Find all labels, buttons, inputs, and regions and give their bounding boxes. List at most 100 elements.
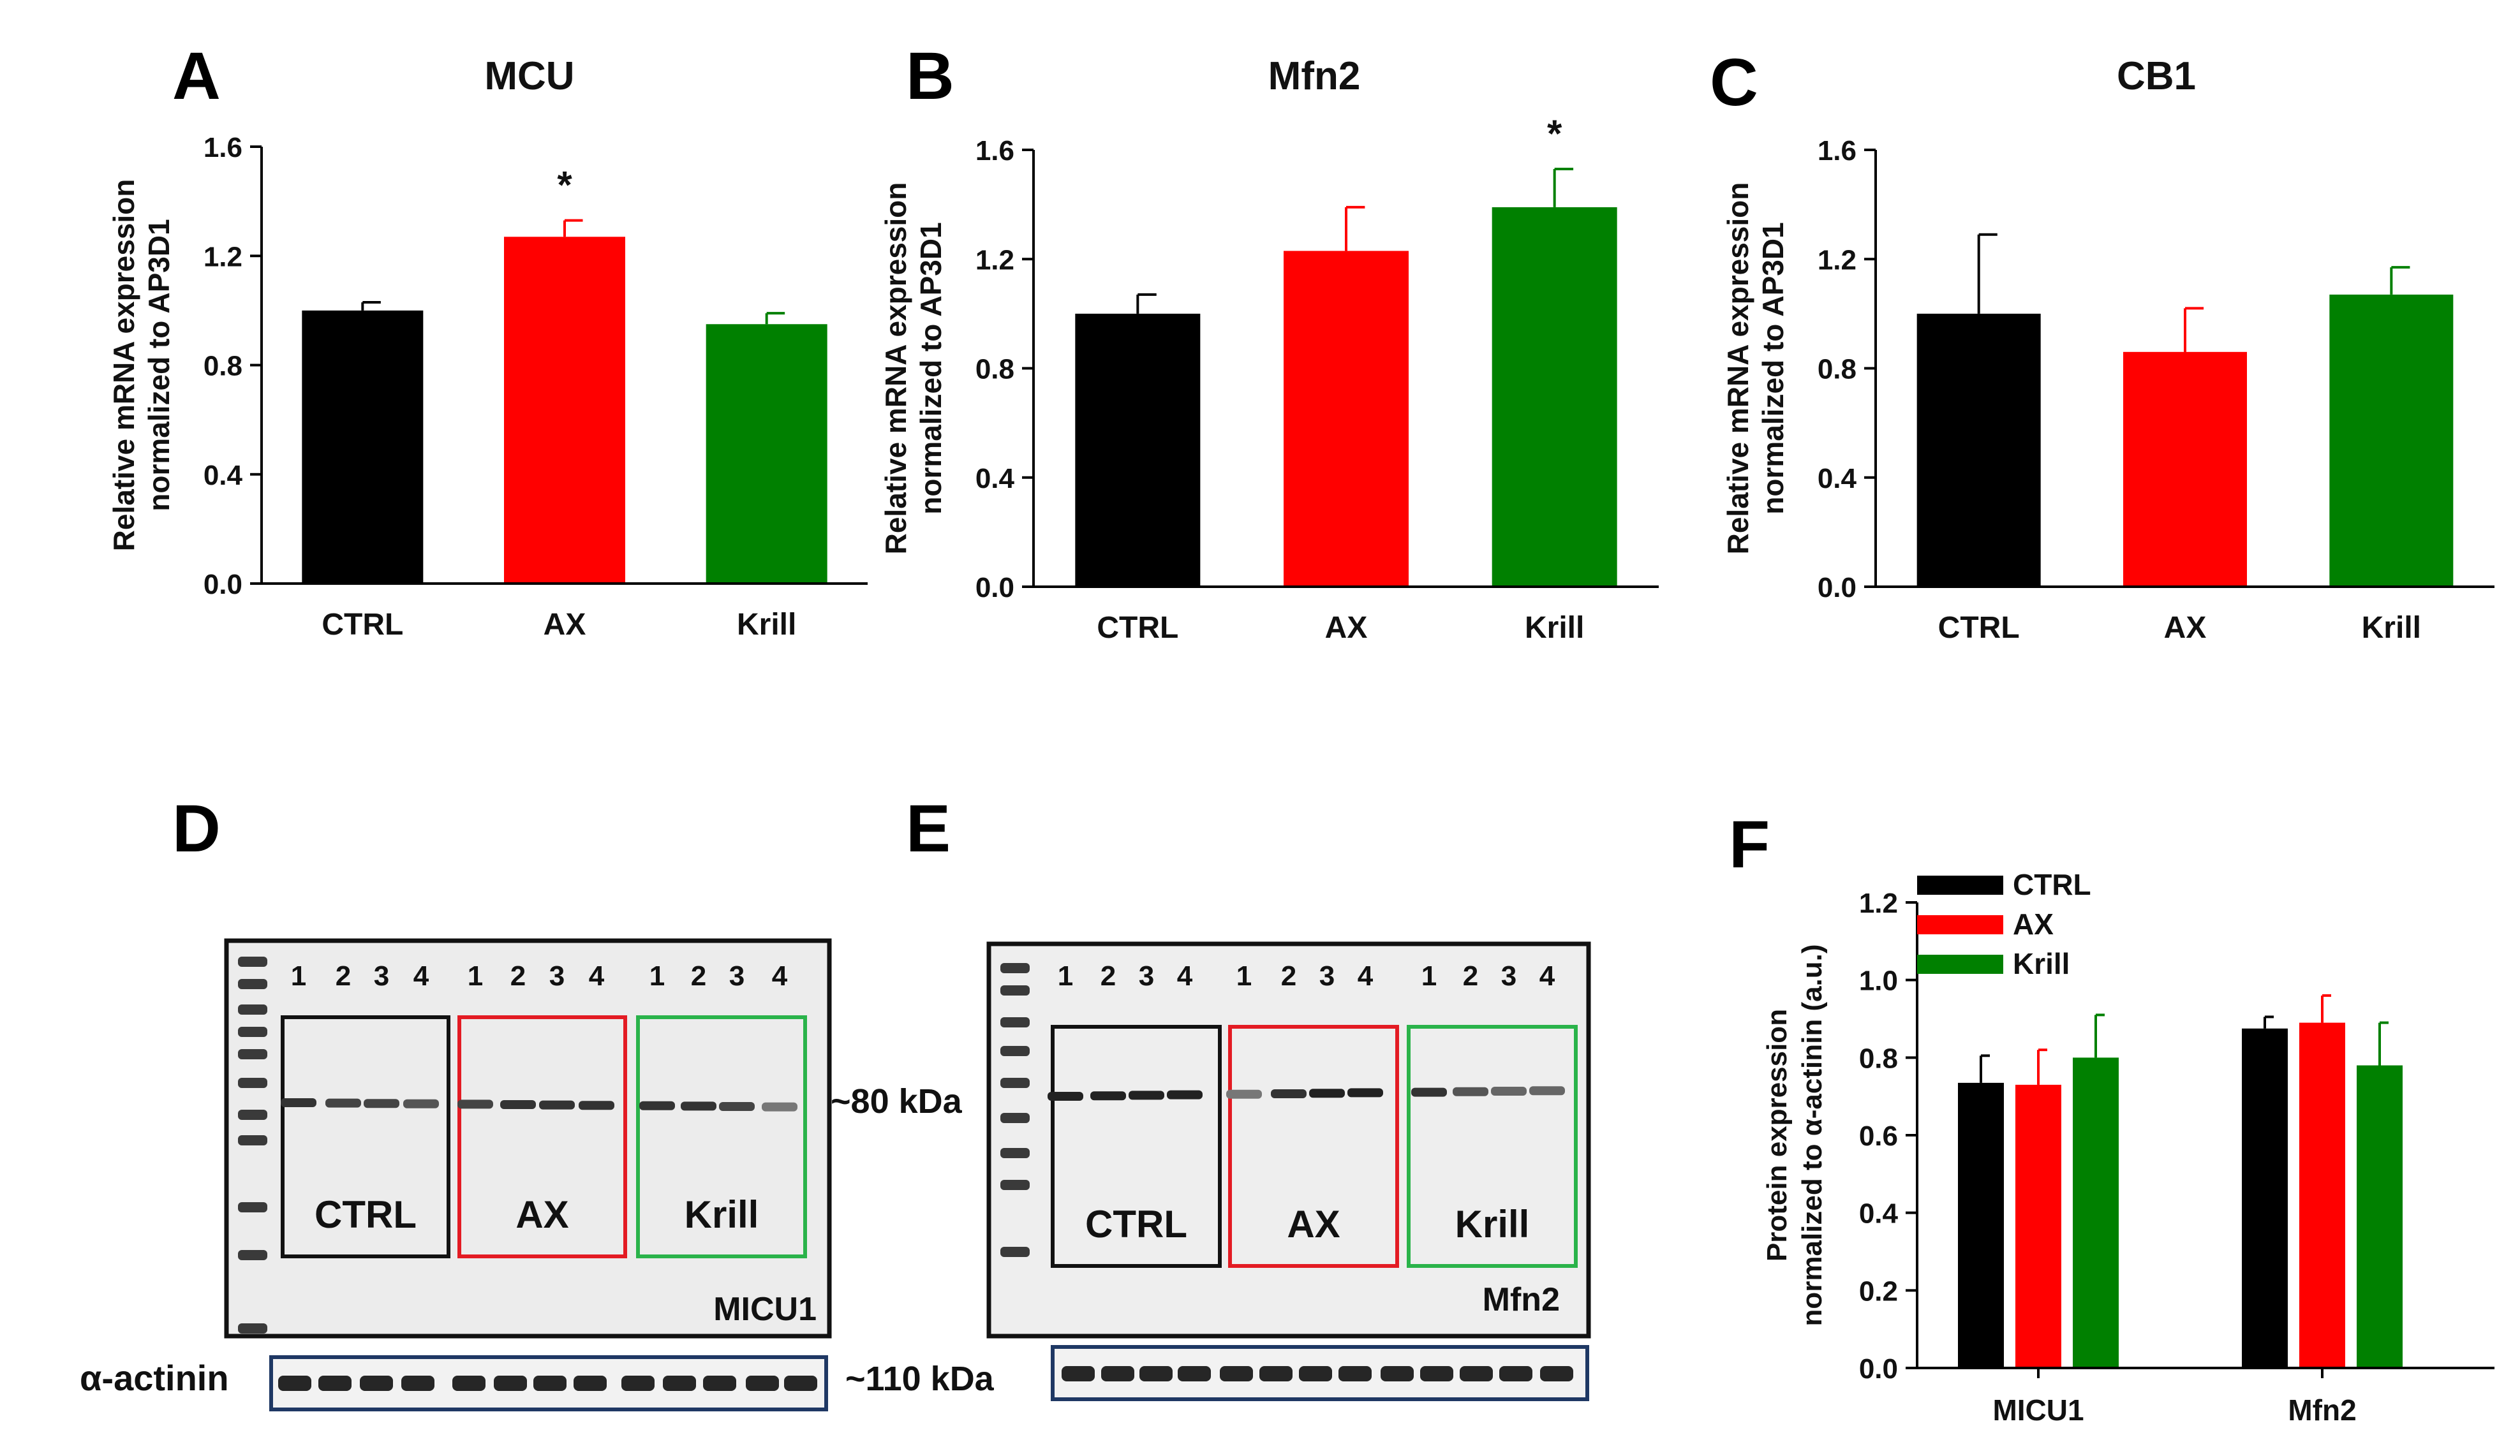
loading-band <box>1381 1366 1414 1381</box>
legend-label-ctrl: CTRL <box>2013 868 2091 901</box>
y-tick-label: 1.2 <box>1859 888 1898 919</box>
ladder-band <box>238 1250 267 1260</box>
y-tick-label: 1.0 <box>1859 966 1898 997</box>
ladder-band <box>238 1004 267 1015</box>
protein-band <box>1309 1089 1345 1098</box>
ladder-band <box>1000 1247 1030 1257</box>
loading-band <box>1420 1366 1453 1381</box>
x-tick-label: AX <box>2164 611 2207 645</box>
loading-band <box>1299 1366 1332 1381</box>
chart-mfn2-mrna: Mfn2 CTRL AX * Krill 0.0 0.4 0.8 1.2 1.6 Relative … <box>879 54 1659 645</box>
y-axis-label: Relative mRNA expressionnormalized to AP… <box>1721 182 1790 555</box>
bar-ctrl <box>302 310 424 584</box>
loading-control-bands <box>1062 1366 1573 1381</box>
protein-band <box>403 1099 439 1108</box>
panel-letter-b: B <box>906 39 954 114</box>
loading-band <box>318 1376 352 1391</box>
loading-control-label: α-actinin <box>80 1358 229 1398</box>
loading-band <box>401 1376 434 1391</box>
lane-number: 1 <box>291 960 306 992</box>
x-tick-label: CTRL <box>1938 611 2020 645</box>
lane-number: 4 <box>1177 960 1193 992</box>
loading-band <box>1101 1366 1134 1381</box>
loading-band <box>703 1376 736 1391</box>
group-label-ax: AX <box>515 1193 568 1236</box>
loading-band <box>1338 1366 1372 1381</box>
y-tick-label: 0.8 <box>1859 1043 1898 1074</box>
loading-control-bands <box>278 1376 817 1391</box>
lane-number: 2 <box>1101 960 1116 992</box>
loading-band <box>621 1376 655 1391</box>
panel-letter-e: E <box>906 791 951 866</box>
legend-swatch-ax <box>1917 915 2003 934</box>
y-tick-label: 0.4 <box>975 463 1015 494</box>
y-tick-label: 0.4 <box>1818 463 1857 494</box>
y-tick-label: 0.2 <box>1859 1276 1898 1307</box>
loading-band <box>360 1376 393 1391</box>
legend-swatch-ctrl <box>1917 876 2003 895</box>
lane-number: 4 <box>772 960 788 992</box>
legend-label-ax: AX <box>2013 908 2054 941</box>
bar-krill <box>706 324 827 584</box>
group-box-ax <box>1228 1025 1399 1268</box>
loading-band <box>1499 1366 1532 1381</box>
loading-band <box>278 1376 311 1391</box>
lane-number: 3 <box>374 960 389 992</box>
group-box-ctrl <box>1051 1025 1222 1268</box>
lane-number: 3 <box>1139 960 1154 992</box>
group-label-krill: Krill <box>1455 1203 1530 1246</box>
panel-letter-d: D <box>172 791 221 866</box>
lane-number: 2 <box>1281 960 1296 992</box>
legend-swatch-krill <box>1917 955 2003 974</box>
ladder-band <box>238 957 267 967</box>
loading-band <box>574 1376 607 1391</box>
protein-band <box>364 1099 399 1108</box>
y-tick-label: 0.6 <box>1859 1121 1898 1152</box>
protein-ladder <box>238 957 267 1334</box>
protein-band <box>1048 1092 1083 1101</box>
lane-number: 3 <box>1501 960 1516 992</box>
x-tick-label: Krill <box>2362 611 2421 645</box>
ladder-band <box>1000 1148 1030 1158</box>
x-tick-label: Mfn2 <box>2288 1393 2356 1427</box>
ladder-band <box>238 979 267 989</box>
group-label-ax: AX <box>1287 1203 1340 1246</box>
y-tick-label: 0.4 <box>1859 1198 1899 1230</box>
chart-cb1: CB1 CTRL AX Krill 0.0 0.4 0.8 1.2 1.6 Relative mR… <box>1721 54 2494 645</box>
ladder-band <box>1000 1180 1030 1190</box>
panel-letter-f: F <box>1729 807 1770 882</box>
lane-number: 3 <box>729 960 745 992</box>
protein-band <box>1491 1087 1527 1096</box>
loading-band <box>533 1376 567 1391</box>
protein-band <box>1226 1089 1262 1099</box>
loading-band <box>1460 1366 1493 1381</box>
y-axis-label: Protein expression normalized to α-actini… <box>1761 944 1828 1326</box>
bar-krill-micu1 <box>2073 1057 2119 1368</box>
bar-ax <box>1284 251 1409 587</box>
ladder-band <box>1000 963 1030 973</box>
bar-krill-mfn2 <box>2357 1065 2403 1368</box>
ladder-band <box>238 1202 267 1212</box>
ladder-band <box>238 1027 267 1037</box>
lane-number: 3 <box>549 960 565 992</box>
group-box-krill <box>1407 1025 1578 1268</box>
bar-krill <box>1492 207 1617 587</box>
bar-ctrl-mfn2 <box>2242 1028 2288 1368</box>
group-label-ctrl: CTRL <box>315 1193 417 1236</box>
protein-bands <box>1048 1086 1565 1101</box>
x-tick-label: CTRL <box>1097 611 1178 645</box>
loading-band <box>1178 1366 1211 1381</box>
bar-ctrl-micu1 <box>1958 1082 2004 1368</box>
protein-band <box>639 1101 675 1110</box>
loading-band <box>1259 1366 1293 1381</box>
lane-number: 2 <box>1463 960 1478 992</box>
ladder-band <box>1000 1113 1030 1123</box>
ladder-band <box>238 1135 267 1145</box>
protein-label: MICU1 <box>713 1291 817 1328</box>
loading-band <box>494 1376 527 1391</box>
legend: CTRL AX Krill <box>1917 868 2091 980</box>
chart-protein-expression: 0.0 0.2 0.4 0.6 0.8 1.0 1.2 MICU1 Mfn2 Protein ex… <box>1761 868 2494 1427</box>
